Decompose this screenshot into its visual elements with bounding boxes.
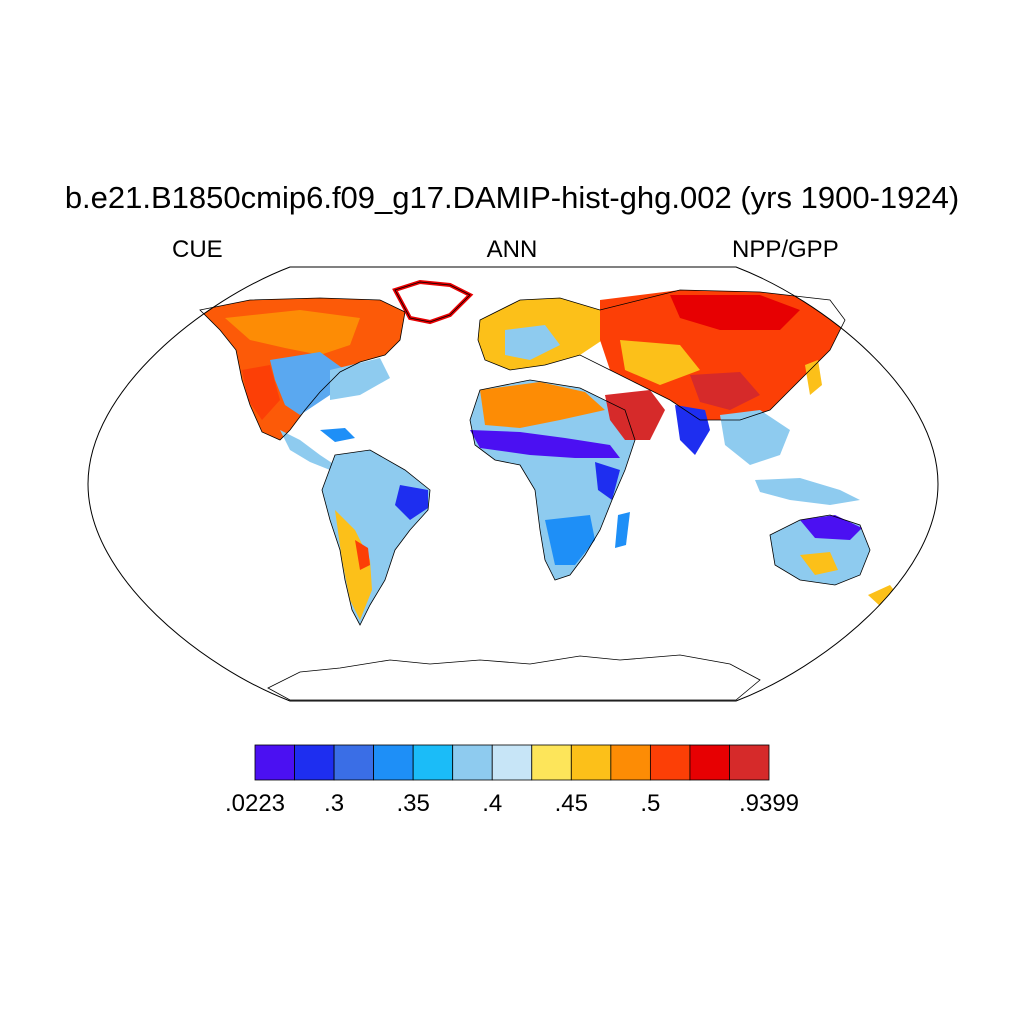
colorbar-box-5 xyxy=(452,744,493,781)
madagascar xyxy=(615,512,630,548)
colorbar-box-3 xyxy=(373,744,414,781)
tibet xyxy=(690,372,760,410)
colorbar-label-3: .4 xyxy=(482,790,503,817)
japan xyxy=(805,360,822,395)
plot-title: b.e21.B1850cmip6.f09_g17.DAMIP-hist-ghg.… xyxy=(64,180,960,215)
sahel-band xyxy=(470,430,620,458)
colorbar-label-2: .35 xyxy=(396,790,430,817)
southeast-asia xyxy=(720,410,790,465)
season-label: ANN xyxy=(486,236,538,263)
us-east xyxy=(330,358,390,400)
colorbar-box-2 xyxy=(333,744,375,781)
colorbar-label-1: .3 xyxy=(324,790,345,817)
caribbean xyxy=(320,428,355,442)
colorbar-box-6 xyxy=(491,744,533,781)
us-west-dry xyxy=(242,365,280,420)
colorbar-label-5: .5 xyxy=(640,790,661,817)
colorbar-label-4: .45 xyxy=(554,790,588,817)
antarctica-outline xyxy=(267,654,761,701)
north-america-interior xyxy=(225,310,360,355)
colorbar-box-7 xyxy=(531,744,572,781)
india xyxy=(675,405,710,455)
brazil-northeast xyxy=(395,485,428,520)
indonesia xyxy=(755,478,860,505)
variable-label: CUE xyxy=(172,236,223,263)
colorbar xyxy=(254,744,770,781)
colorbar-box-10 xyxy=(649,744,691,781)
australia-north xyxy=(800,515,862,540)
colorbar-box-8 xyxy=(570,744,612,781)
colorbar-label-6: .9399 xyxy=(738,790,800,817)
colorbar-box-11 xyxy=(689,744,730,781)
europe-cool xyxy=(505,325,560,360)
colorbar-box-0 xyxy=(254,744,295,781)
central-america xyxy=(280,430,335,470)
colorbar-box-9 xyxy=(610,744,651,781)
central-asia xyxy=(620,340,700,385)
east-africa xyxy=(595,462,620,500)
projection-border xyxy=(87,266,939,702)
australia-interior xyxy=(800,552,838,575)
andes-red xyxy=(355,540,370,570)
sahara-north xyxy=(480,382,605,428)
africa-land xyxy=(470,380,635,580)
arabia xyxy=(605,390,665,440)
colorbar-box-1 xyxy=(294,744,335,781)
andes-warm xyxy=(335,510,372,620)
coastlines xyxy=(199,281,871,626)
southern-africa xyxy=(545,515,595,565)
colorbar-box-4 xyxy=(412,744,454,781)
siberia-deep xyxy=(670,295,800,330)
us-plains-cool xyxy=(270,352,345,415)
colorbar-box-12 xyxy=(729,744,770,781)
colorbar-label-0: .0223 xyxy=(224,790,286,817)
ratio-label: NPP/GPP xyxy=(732,236,839,263)
